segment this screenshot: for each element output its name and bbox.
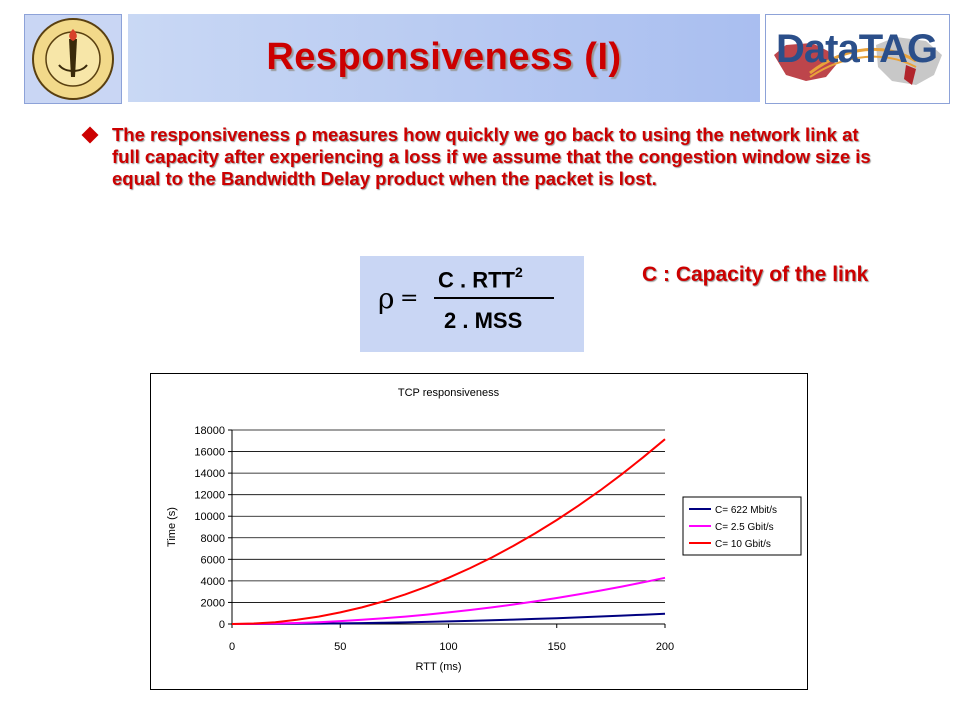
- x-tick-label: 200: [656, 641, 674, 653]
- y-tick-label: 4000: [201, 576, 225, 588]
- y-tick-label: 8000: [201, 533, 225, 545]
- fraction-line: [434, 297, 554, 299]
- x-tick-label: 50: [334, 641, 346, 653]
- x-tick-label: 0: [229, 641, 235, 653]
- y-axis-label: Time (s): [166, 507, 178, 547]
- chart-title: TCP responsiveness: [398, 387, 500, 399]
- legend-label: C= 10 Gbit/s: [715, 539, 771, 550]
- caltech-seal-logo: [24, 14, 122, 104]
- datatag-map-icon: [774, 37, 942, 85]
- y-tick-label: 0: [219, 619, 225, 631]
- formula-exponent: 2: [515, 264, 523, 280]
- caltech-seal-icon: [32, 18, 114, 100]
- capacity-definition: C : Capacity of the link: [642, 263, 869, 286]
- y-tick-label: 10000: [194, 511, 225, 523]
- datatag-logo: DataTAG: [765, 14, 950, 104]
- formula-numerator: C . RTT2: [438, 264, 523, 293]
- formula-rho: ρ: [378, 282, 395, 315]
- legend-label: C= 2.5 Gbit/s: [715, 522, 774, 533]
- series-line: [231, 576, 666, 625]
- y-tick-label: 14000: [194, 468, 225, 480]
- formula-box: ρ = C . RTT2 2 . MSS: [360, 256, 584, 352]
- formula-denominator: 2 . MSS: [444, 308, 523, 333]
- diamond-bullet-icon: [81, 126, 99, 144]
- y-tick-label: 6000: [201, 554, 225, 566]
- formula-equals: =: [400, 286, 419, 311]
- legend-label: C= 622 Mbit/s: [715, 505, 777, 516]
- chart-container: TCP responsiveness 0 2000 4000 6000 8000 10000…: [150, 373, 808, 690]
- x-tick-label: 100: [439, 641, 457, 653]
- y-tick-label: 16000: [194, 447, 225, 459]
- formula-numerator-text: C . RTT: [438, 267, 515, 293]
- title-bar: Responsiveness (I): [128, 14, 760, 102]
- x-tick-label: 150: [548, 641, 566, 653]
- datatag-logo-text: DataTAG: [776, 27, 938, 71]
- x-axis-label: RTT (ms): [415, 661, 461, 673]
- series-line: [231, 438, 666, 625]
- bullet-text: The responsiveness ρ measures how quickl…: [112, 124, 871, 189]
- y-tick-label: 12000: [194, 490, 225, 502]
- y-tick-label: 18000: [194, 425, 225, 437]
- tcp-responsiveness-chart: TCP responsiveness0200040006000800010000…: [166, 387, 802, 673]
- slide-title: Responsiveness (I): [266, 36, 622, 78]
- y-tick-label: 2000: [201, 597, 225, 609]
